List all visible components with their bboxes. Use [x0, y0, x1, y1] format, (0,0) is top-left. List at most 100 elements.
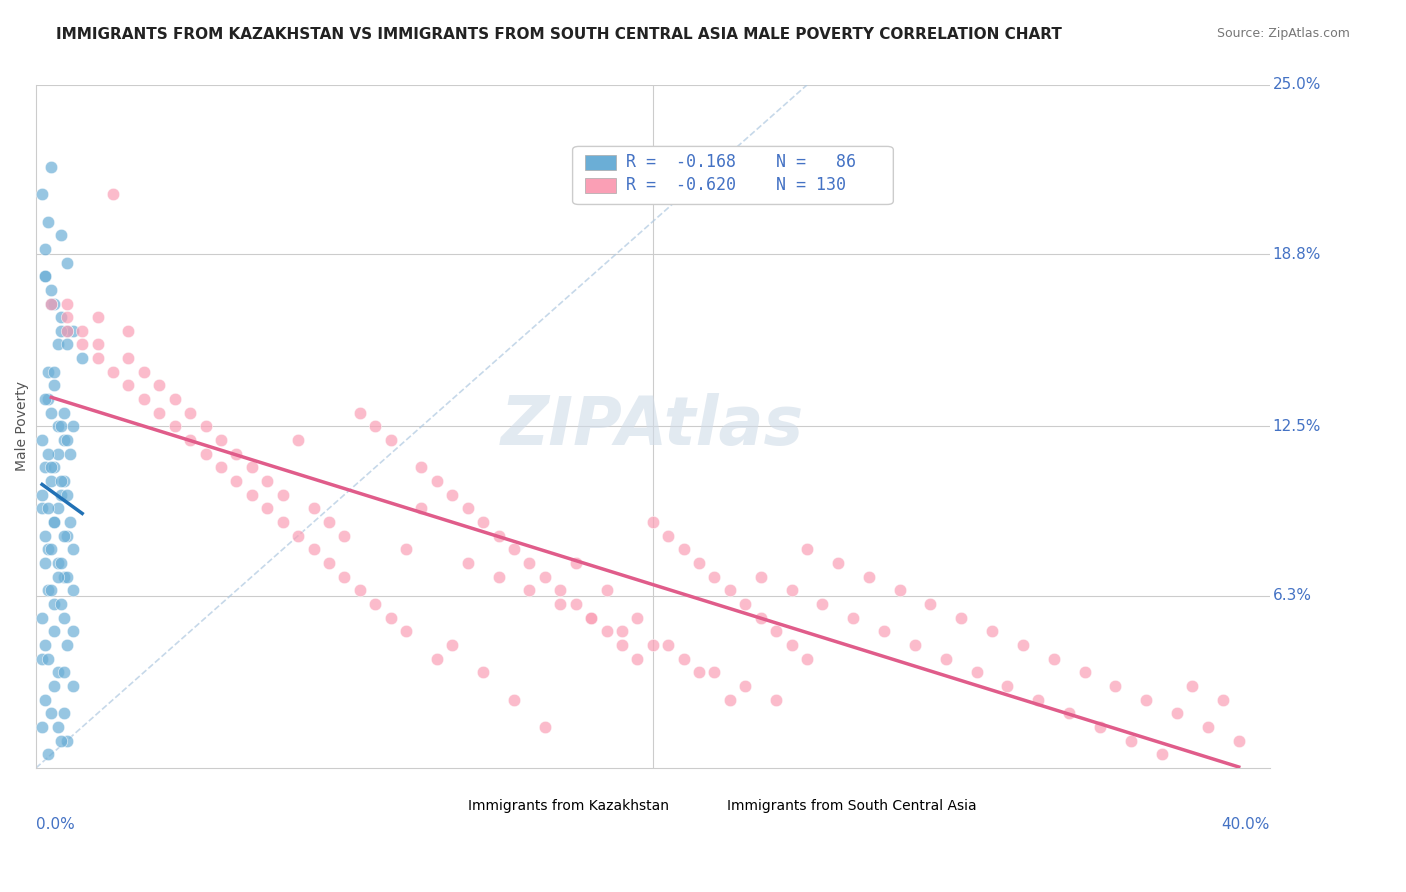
Point	[37, 501, 59, 516]
Point	[56, 529, 79, 543]
Point	[1212, 692, 1234, 706]
Point	[734, 679, 756, 693]
Point	[37, 365, 59, 379]
Point	[117, 378, 139, 392]
Point	[37, 392, 59, 406]
Point	[52, 706, 75, 721]
Point	[904, 638, 927, 652]
Point	[734, 597, 756, 611]
Point	[44, 515, 66, 529]
Point	[950, 610, 973, 624]
Text: Immigrants from Kazakhstan: Immigrants from Kazakhstan	[468, 798, 669, 813]
Point	[56, 570, 79, 584]
Point	[59, 515, 82, 529]
Point	[302, 542, 325, 557]
Point	[595, 583, 617, 598]
Point	[41, 460, 63, 475]
Point	[132, 365, 155, 379]
Point	[46, 501, 69, 516]
Bar	[585, 178, 616, 193]
Point	[395, 624, 418, 639]
Point	[827, 556, 849, 570]
Text: R =  -0.620    N = 130: R = -0.620 N = 130	[626, 177, 845, 194]
Point	[503, 542, 526, 557]
Point	[1057, 706, 1080, 721]
Point	[548, 583, 571, 598]
Point	[287, 433, 309, 447]
Point	[271, 488, 294, 502]
Bar	[690, 792, 721, 816]
Point	[935, 651, 957, 665]
Point	[672, 651, 695, 665]
Point	[46, 570, 69, 584]
Y-axis label: Male Poverty: Male Poverty	[15, 382, 30, 472]
Point	[31, 610, 53, 624]
Point	[1026, 692, 1049, 706]
Point	[31, 720, 53, 734]
Point	[595, 624, 617, 639]
Point	[49, 324, 72, 338]
Point	[256, 474, 278, 488]
Point	[41, 474, 63, 488]
Point	[564, 597, 586, 611]
Point	[62, 583, 84, 598]
Point	[37, 583, 59, 598]
Point	[488, 570, 510, 584]
Point	[148, 406, 170, 420]
Point	[34, 269, 56, 284]
Point	[441, 638, 464, 652]
Point	[519, 583, 541, 598]
Point	[70, 324, 93, 338]
Point	[56, 433, 79, 447]
Point	[688, 556, 710, 570]
Point	[364, 419, 387, 434]
Point	[225, 474, 247, 488]
Point	[1150, 747, 1173, 762]
Text: 12.5%: 12.5%	[1272, 419, 1322, 434]
Point	[34, 529, 56, 543]
Point	[966, 665, 988, 680]
Point	[163, 392, 186, 406]
Point	[52, 433, 75, 447]
Point	[46, 419, 69, 434]
Point	[703, 570, 725, 584]
Point	[56, 337, 79, 351]
Point	[41, 706, 63, 721]
Point	[641, 638, 664, 652]
Point	[86, 310, 108, 325]
Point	[395, 542, 418, 557]
Point	[62, 324, 84, 338]
Point	[889, 583, 911, 598]
Point	[657, 529, 679, 543]
Point	[46, 556, 69, 570]
Point	[117, 351, 139, 366]
Bar	[430, 792, 461, 816]
Point	[52, 665, 75, 680]
Point	[49, 597, 72, 611]
Point	[519, 556, 541, 570]
Point	[41, 296, 63, 310]
Text: IMMIGRANTS FROM KAZAKHSTAN VS IMMIGRANTS FROM SOUTH CENTRAL ASIA MALE POVERTY CO: IMMIGRANTS FROM KAZAKHSTAN VS IMMIGRANTS…	[56, 27, 1062, 42]
Point	[579, 610, 602, 624]
Point	[62, 542, 84, 557]
Point	[703, 665, 725, 680]
Point	[256, 501, 278, 516]
Point	[426, 474, 449, 488]
Point	[49, 228, 72, 243]
Point	[49, 310, 72, 325]
Point	[457, 556, 479, 570]
Point	[37, 214, 59, 228]
Point	[981, 624, 1004, 639]
Point	[780, 583, 803, 598]
Point	[56, 488, 79, 502]
Point	[44, 624, 66, 639]
Point	[179, 433, 201, 447]
Point	[364, 597, 387, 611]
Point	[37, 447, 59, 461]
Text: 6.3%: 6.3%	[1272, 589, 1312, 603]
Point	[49, 419, 72, 434]
Point	[52, 570, 75, 584]
Point	[59, 447, 82, 461]
Point	[718, 692, 741, 706]
Point	[472, 665, 495, 680]
